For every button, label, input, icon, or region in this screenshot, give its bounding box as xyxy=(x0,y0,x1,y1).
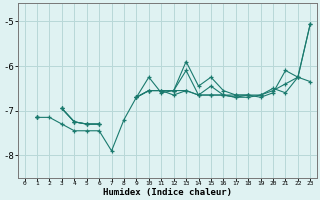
X-axis label: Humidex (Indice chaleur): Humidex (Indice chaleur) xyxy=(103,188,232,197)
